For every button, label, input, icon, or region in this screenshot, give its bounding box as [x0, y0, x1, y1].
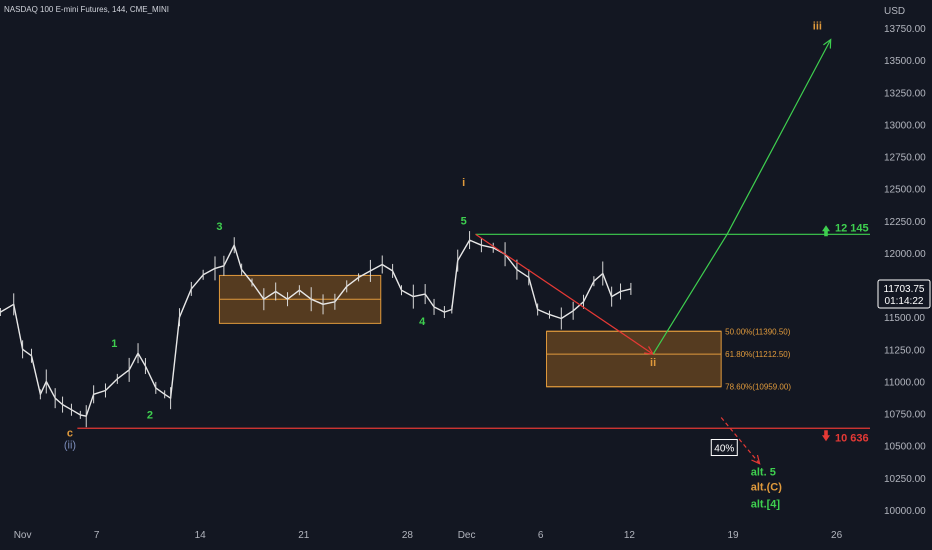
x-tick-label: 12	[624, 530, 636, 541]
y-tick-label: 12500.00	[884, 185, 926, 196]
y-tick-label: 10250.00	[884, 474, 926, 485]
projection-line-1	[652, 39, 832, 355]
y-tick-label: 10500.00	[884, 442, 926, 453]
x-tick-label: 14	[195, 530, 207, 541]
x-tick-label: 19	[727, 530, 739, 541]
y-tick-label: 11000.00	[884, 377, 925, 388]
y-tick-label: 13500.00	[884, 56, 926, 67]
key-level-label-1: 10 636	[835, 432, 869, 444]
y-tick-label: 10750.00	[884, 410, 926, 421]
x-tick-label: 28	[402, 530, 414, 541]
fib-label-1: 61.80%(11212.50)	[725, 350, 791, 359]
projection-arrowhead-1	[823, 38, 832, 49]
x-tick-label: 7	[94, 530, 100, 541]
y-tick-label: 13000.00	[884, 120, 926, 131]
probability-box	[710, 439, 738, 457]
last-price-tag	[877, 279, 931, 309]
last-price-countdown: 01:14:22	[885, 296, 924, 307]
arrow-up-icon	[822, 225, 830, 237]
wave-label-1: c	[67, 428, 73, 440]
wave-label-3: 2	[147, 410, 153, 422]
currency-label: USD	[884, 6, 905, 17]
y-tick-label: 12250.00	[884, 217, 926, 228]
projection-line-0	[475, 233, 654, 355]
wave-label-7: i	[462, 177, 465, 189]
y-tick-label: 11500.00	[884, 313, 925, 324]
probability-label: 40%	[714, 444, 734, 455]
y-tick-label: 11250.00	[884, 345, 925, 356]
alt-label-1: alt.(C)	[751, 482, 783, 494]
y-tick-label: 12000.00	[884, 249, 926, 260]
wave-label-5: 4	[419, 316, 426, 328]
x-tick-label: 6	[538, 530, 544, 541]
projection-arrowhead-0	[644, 346, 655, 355]
projection-arrowhead-2	[751, 454, 761, 465]
x-tick-label: 26	[831, 530, 843, 541]
wave-label-8: ii	[650, 357, 656, 369]
projection-line-2	[720, 417, 761, 465]
alt-label-2: alt.[4]	[751, 498, 781, 510]
x-tick-label: 21	[298, 530, 310, 541]
fib-label-0: 50.00%(11390.50)	[725, 327, 791, 336]
alt-label-0: alt. 5	[751, 466, 776, 478]
wave-label-9: iii	[813, 20, 822, 32]
wave-label-6: 5	[461, 216, 467, 228]
x-tick-label: Nov	[14, 530, 32, 541]
wave-label-4: 3	[216, 221, 222, 233]
last-price-value: 11703.75	[884, 284, 925, 295]
key-level-label-0: 12 145	[835, 222, 869, 234]
y-tick-label: 10000.00	[884, 506, 926, 517]
wave-label-2: 1	[111, 338, 117, 350]
y-tick-label: 13750.00	[884, 24, 926, 35]
y-tick-label: 13250.00	[884, 88, 926, 99]
y-tick-label: 12750.00	[884, 153, 926, 164]
x-tick-label: Dec	[458, 530, 476, 541]
arrow-down-icon	[822, 430, 830, 442]
fib-label-2: 78.60%(10959.00)	[725, 383, 791, 392]
price-zone-box-1	[546, 330, 722, 388]
wave-label-0: (ii)	[64, 439, 76, 451]
chart-title: NASDAQ 100 E-mini Futures, 144, CME_MINI	[4, 5, 169, 14]
